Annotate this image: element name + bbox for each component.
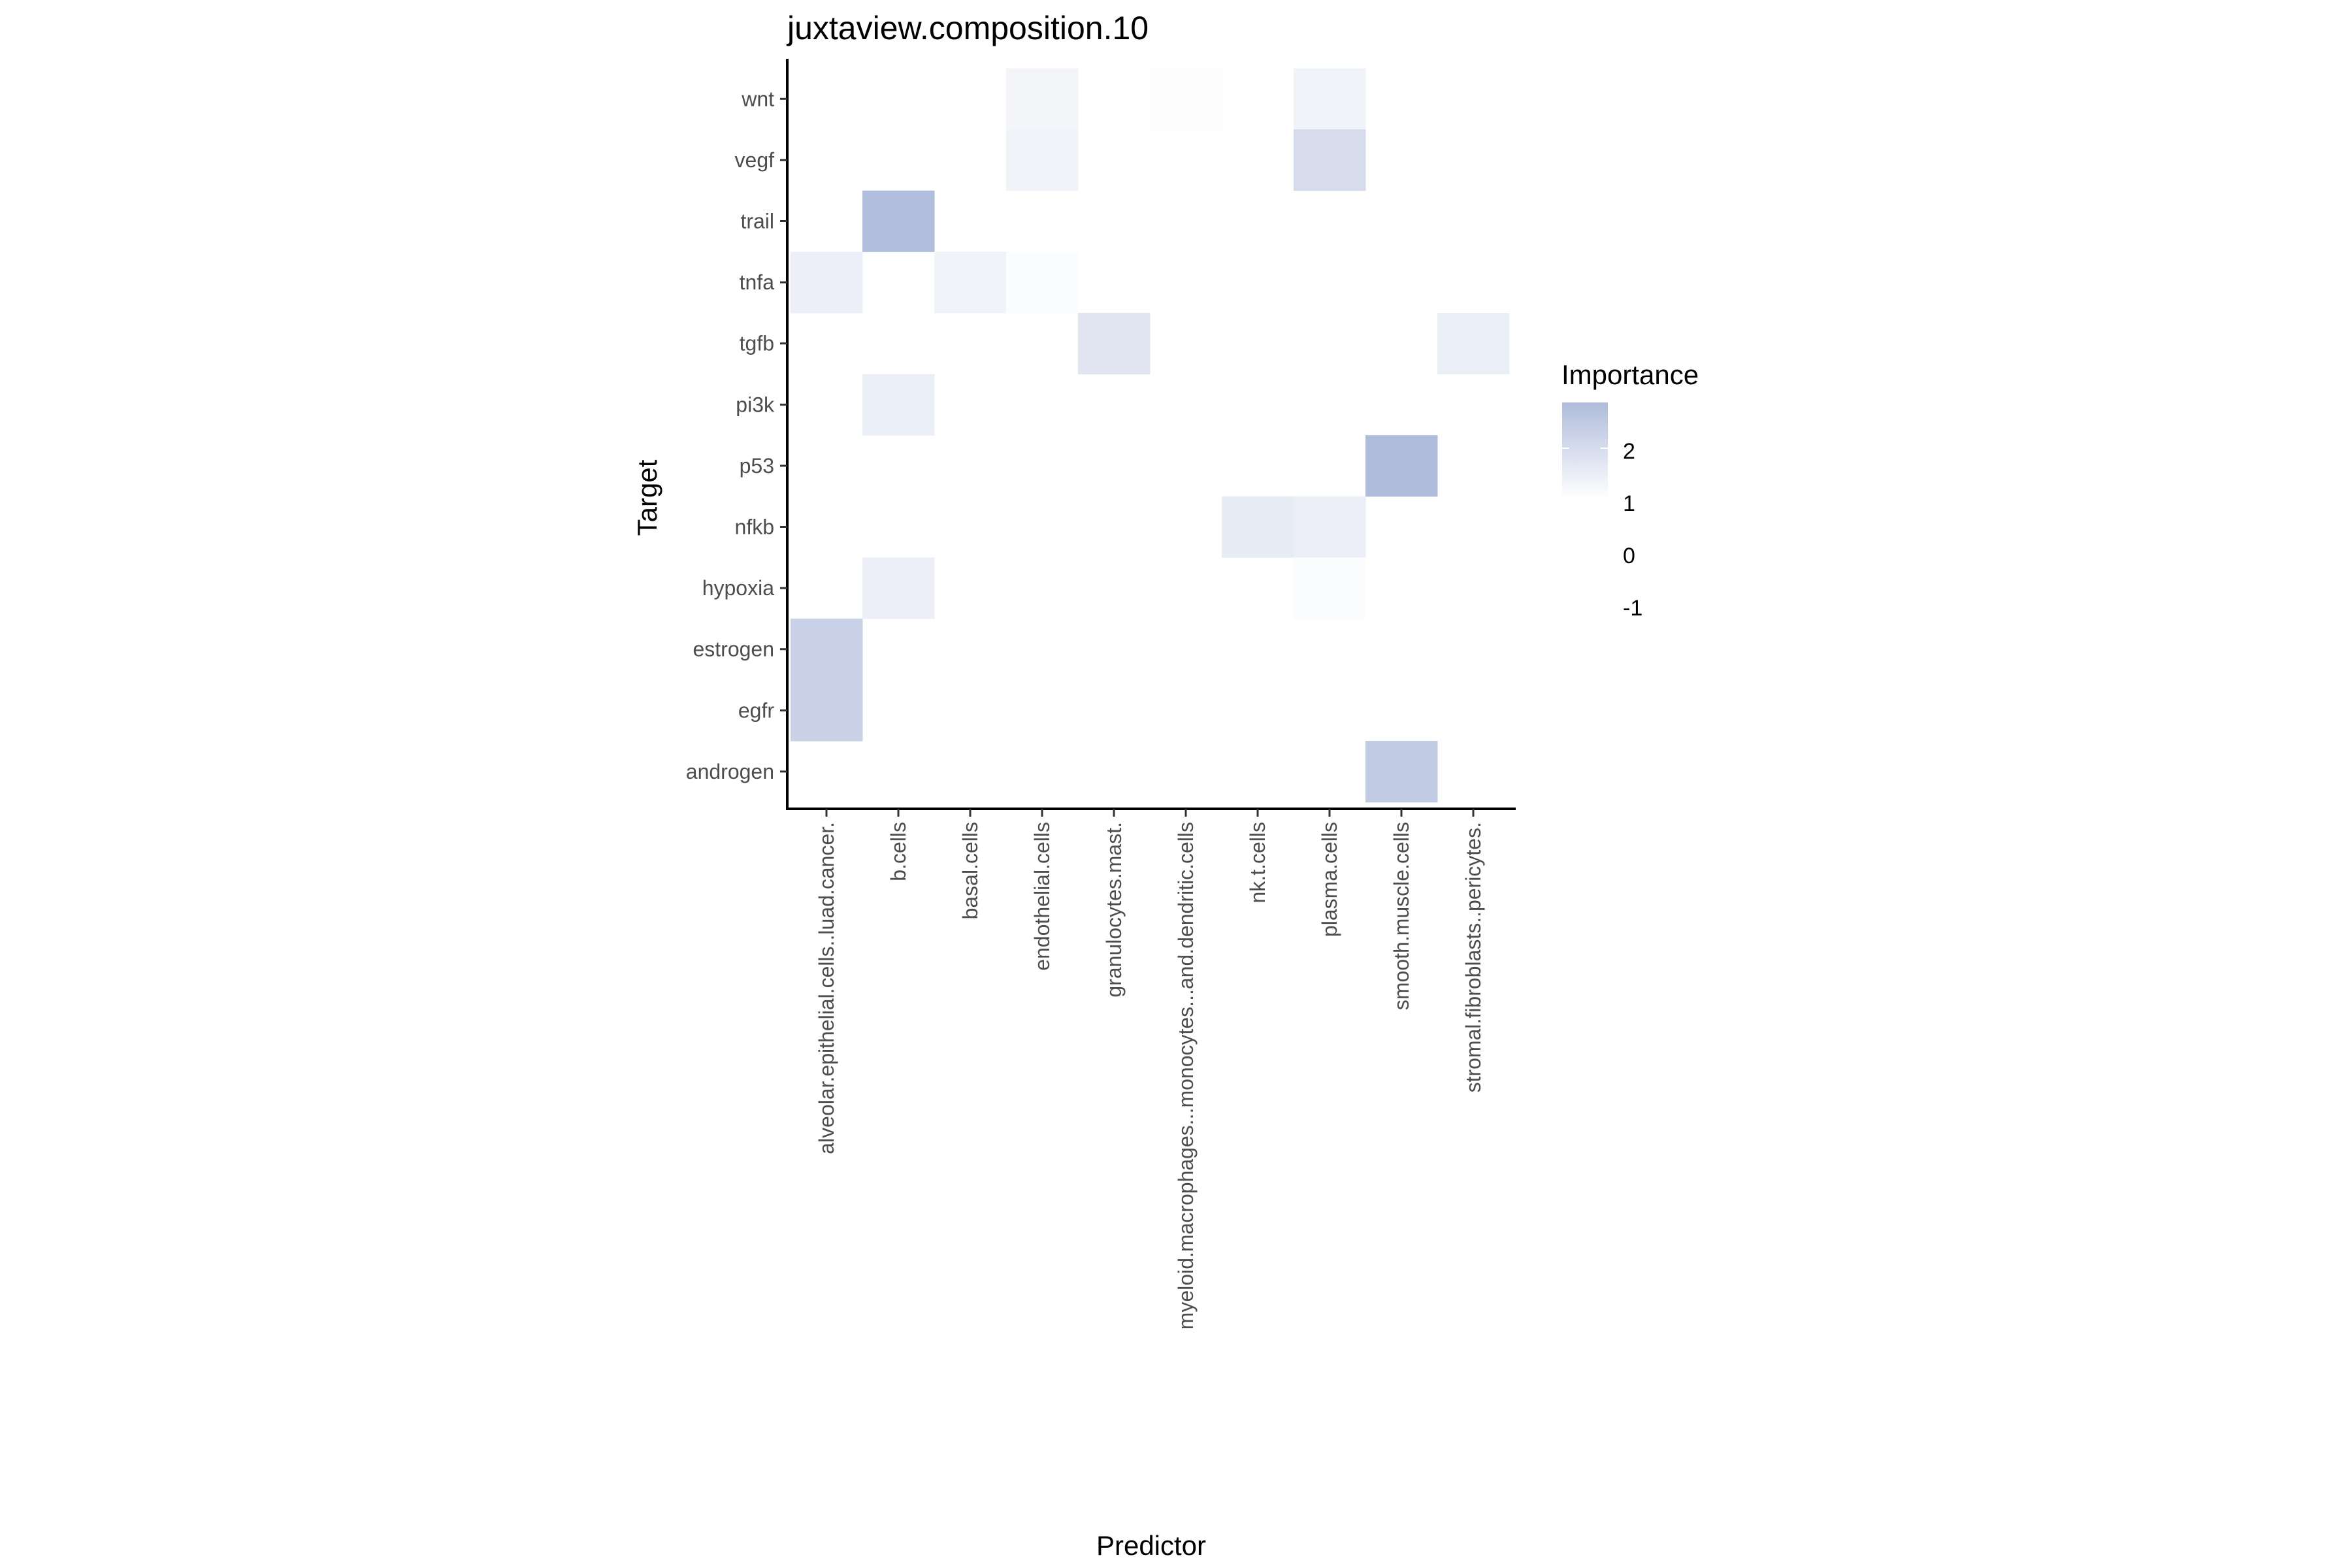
heatmap-cell (1078, 312, 1151, 374)
legend: Importance 2 1 0 -1 (1561, 359, 1699, 621)
x-tick-label: endothelial.cells (1030, 822, 1054, 971)
heatmap-cell (934, 252, 1007, 314)
y-tick-label: estrogen (693, 638, 774, 661)
heatmap-cell (791, 252, 863, 314)
chart-title: juxtaview.composition.10 (786, 10, 1149, 46)
x-axis-ticks: alveolar.epithelial.cells..luad.cancer. b… (815, 809, 1485, 1330)
x-tick-label: basal.cells (958, 822, 982, 919)
x-tick-label: b.cells (887, 822, 910, 881)
heatmap-cell (1294, 557, 1366, 619)
heatmap-cells (791, 68, 1510, 803)
heatmap-cell (1294, 68, 1366, 130)
legend-label: -1 (1623, 596, 1642, 621)
x-tick-label: alveolar.epithelial.cells..luad.cancer. (815, 822, 838, 1154)
x-tick-label: stromal.fibroblasts..pericytes. (1462, 822, 1485, 1092)
x-tick-label: smooth.muscle.cells (1390, 822, 1413, 1010)
y-tick-label: wnt (741, 87, 774, 110)
heatmap-cell (791, 679, 863, 742)
y-tick-label: pi3k (736, 393, 775, 416)
y-axis-title: Target (632, 459, 662, 536)
x-tick-label: myeloid.macrophages...monocytes...and.de… (1174, 822, 1198, 1330)
heatmap-cell (791, 618, 863, 680)
x-axis-title: Predictor (1096, 1530, 1206, 1561)
y-tick-label: trail (740, 210, 774, 233)
legend-label: 0 (1623, 544, 1635, 568)
y-tick-label: egfr (738, 698, 774, 722)
heatmap-cell (1294, 129, 1366, 191)
heatmap-cell (862, 557, 935, 619)
heatmap-cell (1437, 312, 1510, 374)
legend-label: 1 (1623, 491, 1635, 516)
heatmap-cell (1222, 496, 1294, 558)
legend-title: Importance (1561, 359, 1699, 390)
heatmap-cell (1006, 129, 1079, 191)
heatmap-cell (1150, 68, 1222, 130)
x-tick-label: granulocytes.mast. (1102, 822, 1126, 998)
y-axis-ticks: wnt vegf trail tnfa tgfb pi3k p53 nfkb hypoxia es… (686, 87, 787, 783)
y-tick-label: vegf (735, 148, 775, 172)
heatmap-cell (862, 190, 935, 252)
heatmap-cell (1006, 252, 1079, 314)
heatmap-cell (1294, 496, 1366, 558)
heatmap-cell (1006, 68, 1079, 130)
y-tick-label: tgfb (740, 332, 774, 355)
y-tick-label: hypoxia (702, 576, 775, 600)
legend-colorbar (1562, 402, 1608, 499)
heatmap-cell (1365, 435, 1438, 497)
heatmap-cell (1222, 374, 1294, 436)
heatmap-cell (862, 374, 935, 436)
x-tick-label: plasma.cells (1318, 822, 1341, 937)
heatmap-cell (1365, 741, 1438, 803)
y-tick-label: nfkb (735, 515, 774, 539)
x-tick-label: nk.t.cells (1246, 822, 1269, 903)
legend-label: 2 (1623, 439, 1635, 464)
y-tick-label: tnfa (740, 270, 775, 294)
y-tick-label: androgen (686, 760, 774, 783)
y-tick-label: p53 (740, 454, 774, 478)
